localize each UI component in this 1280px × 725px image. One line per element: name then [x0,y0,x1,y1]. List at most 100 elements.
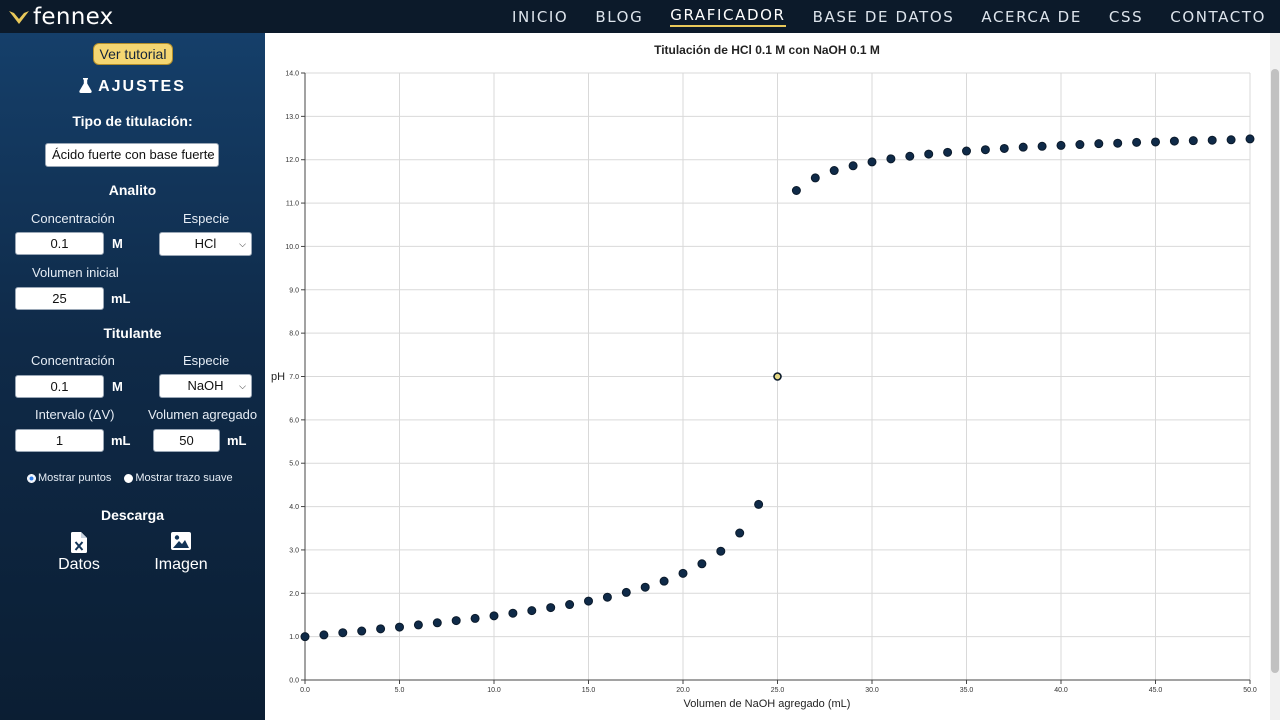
brand-logo[interactable]: fennex [8,4,114,30]
data-point [659,576,669,586]
titrant-species-select[interactable]: NaOH ⌵ [159,374,252,398]
chart-ticks: 0.0 5.0 10.0 15.0 20.0 25.0 30.0 35.0 40.0 45.0 50… [285,71,1257,695]
nav-acerca-de[interactable]: ACERCA DE [981,7,1082,26]
nav-graficador[interactable]: GRAFICADOR [670,6,786,27]
download-image-button[interactable]: Imagen [141,532,221,574]
y-axis-label: pH [271,371,285,383]
data-point [1018,142,1028,152]
download-title: Descarga [100,507,165,523]
titrant-species-value: NaOH [187,378,224,393]
image-icon [141,532,221,556]
chart-svg: Titulación de HCl 0.1 M con NaOH 0.1 M 0… [271,43,1257,710]
x-tick-label: 35.0 [960,687,974,694]
titrant-species-label: Especie [183,353,230,368]
data-point [489,611,499,621]
y-tick-label: 10.0 [285,244,299,251]
y-tick-label: 2.0 [289,591,299,598]
data-point [810,173,820,183]
smooth-line-label[interactable]: Mostrar trazo suave [135,472,233,484]
data-point [999,143,1009,153]
settings-title: AJUSTES [0,78,265,98]
data-point [1226,135,1236,145]
analyte-species-label: Especie [183,211,230,226]
data-point [829,166,839,176]
data-point [508,608,518,618]
x-tick-label: 25.0 [771,687,785,694]
data-point [621,587,631,597]
y-tick-label: 13.0 [285,114,299,121]
titrant-title: Titulante [103,325,162,341]
settings-title-label: AJUSTES [98,78,186,95]
data-point [1075,140,1085,150]
x-tick-label: 50.0 [1243,687,1257,694]
smooth-line-radio[interactable] [124,473,134,483]
data-point [1151,137,1160,147]
x-tick-label: 20.0 [676,687,690,694]
y-tick-label: 8.0 [289,331,299,338]
x-tick-label: 15.0 [582,687,596,694]
y-tick-label: 6.0 [289,417,299,424]
analyte-title: Analito [108,182,157,198]
data-point [697,559,707,569]
page-scrollbar[interactable] [1270,33,1280,720]
analyte-species-select[interactable]: HCl ⌵ [159,232,252,256]
data-point [1037,141,1047,151]
data-point [962,146,971,156]
download-image-label: Imagen [154,556,208,573]
x-tick-label: 0.0 [300,687,310,694]
download-data-label: Datos [58,556,100,573]
x-tick-label: 30.0 [865,687,879,694]
titration-type-select[interactable]: Ácido fuerte con base fuerte ⌵ [45,143,219,167]
scrollbar-thumb[interactable] [1271,69,1279,673]
analyte-concentration-label: Concentración [31,211,115,226]
y-tick-label: 12.0 [285,157,299,164]
x-tick-label: 45.0 [1149,687,1163,694]
top-navbar: fennex INICIO BLOG GRAFICADOR BASE DE DA… [0,0,1280,33]
y-tick-label: 11.0 [286,201,299,208]
data-point [376,624,386,634]
data-point [1245,134,1255,144]
analyte-concentration-field[interactable]: 0.1 [15,232,104,255]
data-point [943,147,953,157]
data-point [980,145,990,155]
y-tick-label: 5.0 [289,461,299,468]
data-point [791,185,801,195]
data-point [678,568,688,578]
data-point [546,603,556,613]
data-point [584,596,593,606]
analyte-volume-field[interactable]: 25 [15,287,104,310]
tutorial-button[interactable]: Ver tutorial [93,43,173,65]
y-tick-label: 14.0 [285,71,299,78]
excel-file-icon [39,532,119,556]
chevron-down-icon: ⌵ [239,239,246,249]
titration-chart: Titulación de HCl 0.1 M con NaOH 0.1 M 0… [265,33,1270,720]
chevron-down-icon: ⌵ [206,150,213,160]
data-point [1094,139,1104,149]
added-volume-unit: mL [227,433,247,448]
interval-field[interactable]: 1 [15,429,104,452]
interval-unit: mL [111,433,131,448]
nav-contacto[interactable]: CONTACTO [1170,7,1266,26]
download-data-button[interactable]: Datos [39,532,119,574]
interval-label: Intervalo (ΔV) [35,407,115,422]
data-point [1169,136,1179,146]
y-tick-label: 7.0 [289,374,299,381]
analyte-volume-unit: mL [111,291,131,306]
data-point [1113,138,1123,148]
show-points-radio[interactable] [27,473,36,483]
data-point [357,626,367,636]
y-tick-label: 4.0 [289,504,299,511]
data-point [527,606,537,616]
nav-css[interactable]: CSS [1108,7,1144,26]
data-point [395,622,404,632]
data-point [886,154,896,164]
nav-base-de-datos[interactable]: BASE DE DATOS [812,7,955,26]
show-points-label[interactable]: Mostrar puntos [38,472,112,484]
data-point [451,616,461,626]
titrant-concentration-field[interactable]: 0.1 [15,375,104,398]
data-point [905,151,915,161]
chevron-down-icon: ⌵ [239,381,246,391]
nav-inicio[interactable]: INICIO [511,7,569,26]
added-volume-field[interactable]: 50 [153,429,220,452]
nav-blog[interactable]: BLOG [595,7,644,26]
